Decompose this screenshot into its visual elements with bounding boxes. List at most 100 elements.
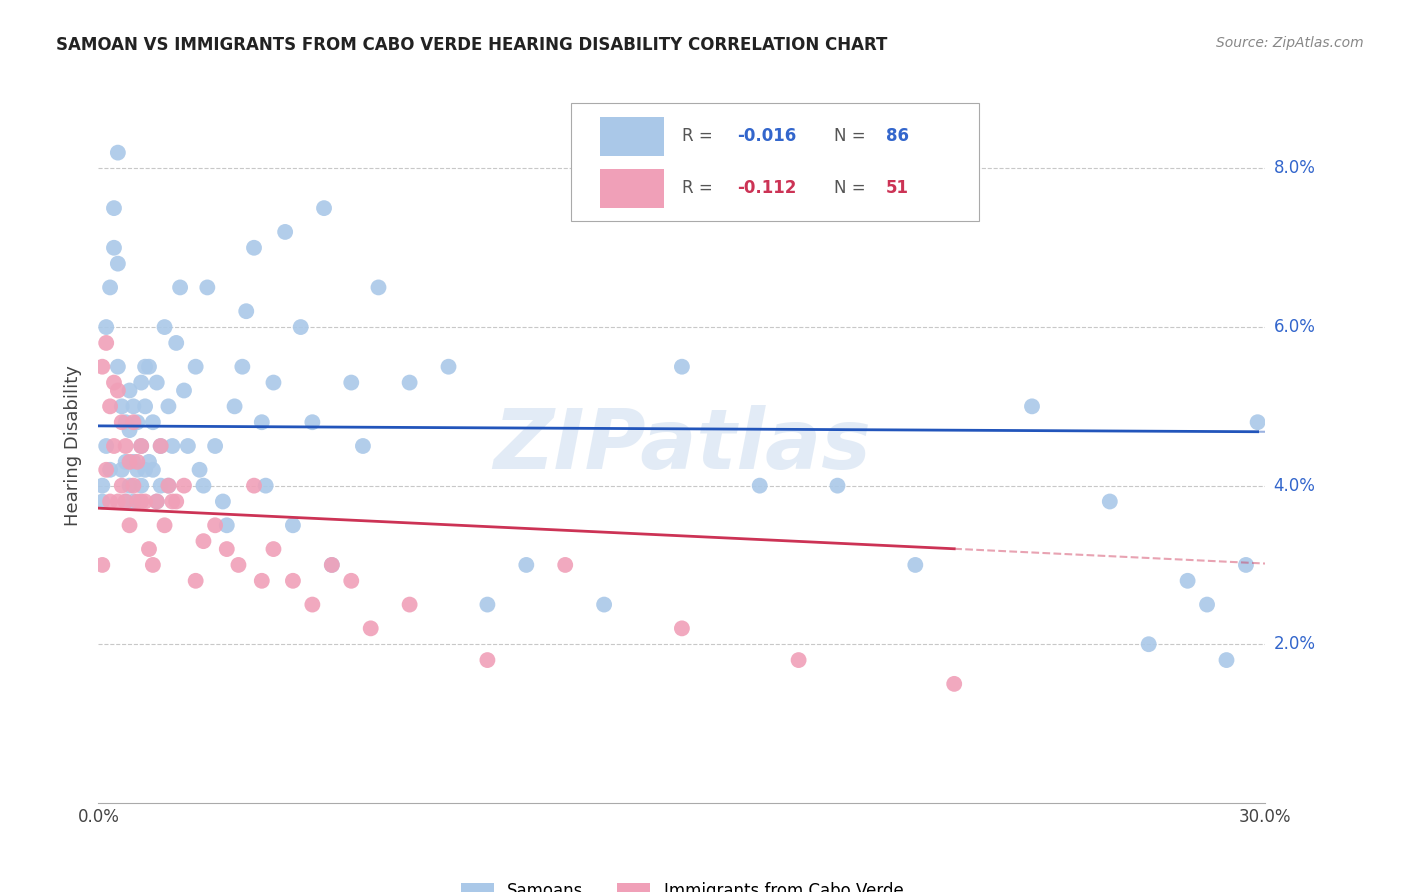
Point bbox=[748, 478, 770, 492]
Point bbox=[274, 225, 297, 239]
Text: 4.0%: 4.0% bbox=[1274, 476, 1316, 495]
Point bbox=[398, 598, 420, 612]
Text: -0.016: -0.016 bbox=[737, 128, 796, 145]
Point bbox=[149, 439, 172, 453]
Point bbox=[157, 478, 180, 492]
Point bbox=[122, 400, 145, 414]
Point bbox=[118, 518, 141, 533]
Point bbox=[138, 542, 160, 557]
Point bbox=[91, 494, 114, 508]
Point bbox=[281, 574, 304, 588]
Point bbox=[103, 241, 125, 255]
Point bbox=[111, 463, 134, 477]
Point bbox=[1098, 494, 1121, 508]
Point bbox=[146, 376, 169, 390]
Point bbox=[301, 598, 323, 612]
Text: ZIPatlas: ZIPatlas bbox=[494, 406, 870, 486]
Point bbox=[301, 415, 323, 429]
Point bbox=[281, 518, 304, 533]
Point bbox=[235, 304, 257, 318]
Point bbox=[162, 494, 184, 508]
Point bbox=[250, 574, 273, 588]
Point bbox=[157, 400, 180, 414]
Point bbox=[671, 621, 693, 635]
Point bbox=[129, 439, 152, 453]
Point bbox=[127, 415, 149, 429]
Point bbox=[149, 439, 172, 453]
Text: N =: N = bbox=[834, 179, 870, 197]
Point bbox=[477, 598, 499, 612]
Point bbox=[103, 439, 125, 453]
Point bbox=[1021, 400, 1043, 414]
Point bbox=[195, 280, 218, 294]
Point bbox=[367, 280, 389, 294]
Point bbox=[142, 415, 165, 429]
Point bbox=[122, 478, 145, 492]
Point bbox=[157, 478, 180, 492]
Point bbox=[134, 494, 156, 508]
Point bbox=[321, 558, 343, 572]
Point bbox=[671, 359, 693, 374]
Point bbox=[254, 478, 277, 492]
Point bbox=[118, 423, 141, 437]
Text: -0.112: -0.112 bbox=[737, 179, 796, 197]
Legend: Samoans, Immigrants from Cabo Verde: Samoans, Immigrants from Cabo Verde bbox=[454, 875, 910, 892]
Point bbox=[129, 478, 152, 492]
Point bbox=[1177, 574, 1199, 588]
Point bbox=[149, 478, 172, 492]
Point bbox=[204, 439, 226, 453]
Point bbox=[515, 558, 537, 572]
Point bbox=[173, 478, 195, 492]
Point bbox=[360, 621, 382, 635]
Point bbox=[142, 558, 165, 572]
Point bbox=[787, 653, 810, 667]
Text: 8.0%: 8.0% bbox=[1274, 160, 1316, 178]
Point bbox=[138, 455, 160, 469]
Point bbox=[193, 478, 215, 492]
Point bbox=[262, 542, 284, 557]
Point bbox=[96, 335, 118, 350]
Point bbox=[290, 320, 312, 334]
Point bbox=[243, 478, 266, 492]
Text: 51: 51 bbox=[886, 179, 910, 197]
Point bbox=[1234, 558, 1257, 572]
Point bbox=[1137, 637, 1160, 651]
Point bbox=[118, 455, 141, 469]
Point bbox=[103, 201, 125, 215]
Point bbox=[1215, 653, 1237, 667]
Point bbox=[96, 463, 118, 477]
Point bbox=[127, 463, 149, 477]
Point bbox=[827, 478, 849, 492]
Point bbox=[215, 518, 238, 533]
Point bbox=[129, 376, 152, 390]
Point bbox=[193, 534, 215, 549]
Point bbox=[943, 677, 966, 691]
Text: 6.0%: 6.0% bbox=[1274, 318, 1316, 336]
FancyBboxPatch shape bbox=[600, 117, 665, 156]
Point bbox=[122, 494, 145, 508]
Point bbox=[250, 415, 273, 429]
Point bbox=[98, 400, 121, 414]
Point bbox=[103, 376, 125, 390]
Point bbox=[146, 494, 169, 508]
Text: N =: N = bbox=[834, 128, 870, 145]
Point bbox=[184, 359, 207, 374]
Y-axis label: Hearing Disability: Hearing Disability bbox=[65, 366, 83, 526]
Point bbox=[593, 598, 616, 612]
Point bbox=[122, 415, 145, 429]
Point bbox=[204, 518, 226, 533]
Point bbox=[398, 376, 420, 390]
Point bbox=[114, 455, 136, 469]
Text: SAMOAN VS IMMIGRANTS FROM CABO VERDE HEARING DISABILITY CORRELATION CHART: SAMOAN VS IMMIGRANTS FROM CABO VERDE HEA… bbox=[56, 36, 887, 54]
Point bbox=[162, 439, 184, 453]
Point bbox=[91, 359, 114, 374]
Point bbox=[114, 494, 136, 508]
Text: Source: ZipAtlas.com: Source: ZipAtlas.com bbox=[1216, 36, 1364, 50]
Point bbox=[98, 280, 121, 294]
Point bbox=[114, 439, 136, 453]
Text: 2.0%: 2.0% bbox=[1274, 635, 1316, 653]
Point bbox=[98, 494, 121, 508]
Point bbox=[118, 384, 141, 398]
Point bbox=[243, 241, 266, 255]
Point bbox=[312, 201, 335, 215]
